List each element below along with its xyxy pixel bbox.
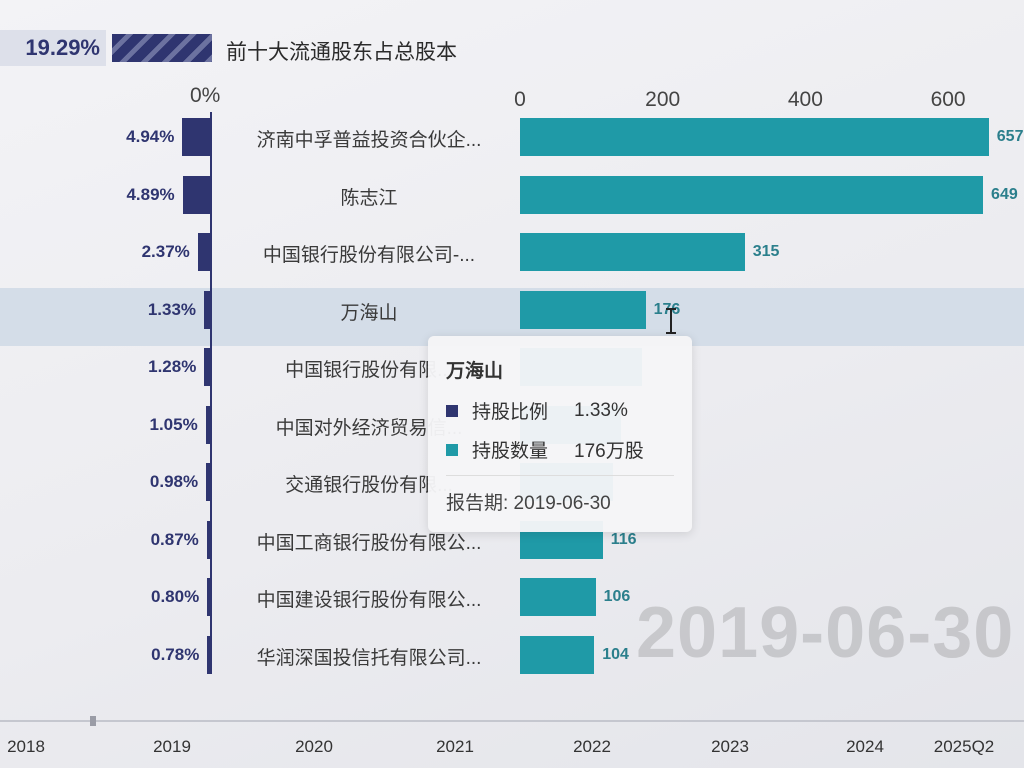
- timeline-year-2024[interactable]: 2024: [846, 737, 884, 756]
- qty-bar: [520, 175, 984, 214]
- tooltip-value: 176万股: [574, 441, 644, 462]
- text-cursor-icon: [666, 308, 676, 334]
- total-percentage-bar: [112, 34, 212, 62]
- shareholder-name: 交通银行股份有限...: [285, 475, 453, 496]
- pct-label: 0.78%: [151, 644, 200, 664]
- pct-bar: [204, 290, 212, 329]
- tooltip-divider: [446, 475, 674, 476]
- qty-bar: [520, 578, 596, 616]
- period-watermark: 2019-06-30: [636, 593, 1015, 673]
- tooltip-row-pct: 持股比例 1.33%: [446, 397, 674, 424]
- pct-bar: [206, 520, 212, 559]
- qty-label: 649: [991, 185, 1018, 203]
- qty-label: 315: [752, 243, 780, 260]
- pct-label: 4.89%: [126, 184, 175, 204]
- pct-bar: [204, 348, 212, 386]
- shareholder-name: 济南中孚普益投资合伙企...: [256, 130, 482, 151]
- shareholder-name: 华润深国投信托有限公司...: [256, 647, 482, 669]
- tooltip-key: 持股数量: [472, 441, 549, 462]
- total-percentage: 19.29%: [0, 30, 106, 66]
- timeline-year-2019[interactable]: 2019: [153, 737, 191, 756]
- qty-label: 106: [603, 588, 631, 605]
- qty-bar: [520, 118, 989, 156]
- qty-tick-label: 600: [930, 88, 966, 111]
- qty-bar: [520, 233, 745, 271]
- shareholder-name: 中国工商银行股份有限公...: [256, 532, 482, 554]
- shareholder-name: 中国银行股份有限公司-...: [262, 245, 476, 266]
- qty-tick-label: 200: [645, 88, 681, 111]
- pct-label: 0.98%: [149, 472, 199, 491]
- pct-label: 0.80%: [150, 587, 200, 606]
- tooltip-swatch-qty: [446, 443, 458, 456]
- qty-label: 104: [602, 645, 629, 663]
- pct-label: 1.05%: [149, 414, 198, 434]
- shareholder-name: 陈志江: [340, 187, 398, 209]
- qty-bar: [520, 635, 595, 674]
- tooltip-value: 1.33%: [574, 399, 628, 421]
- timeline-handle[interactable]: [90, 716, 96, 726]
- pct-bar: [197, 233, 212, 271]
- qty-tick-label: 0: [514, 88, 526, 111]
- timeline-year-2023[interactable]: 2023: [711, 737, 749, 756]
- pct-bar: [182, 175, 212, 214]
- pct-bar: [207, 578, 212, 616]
- timeline-year-2018[interactable]: 2018: [7, 737, 45, 756]
- timeline-year-2021[interactable]: 2021: [436, 737, 474, 756]
- pct-axis-line: [210, 112, 212, 674]
- pct-bar: [205, 405, 212, 444]
- pct-bar: [206, 463, 212, 501]
- qty-label: 116: [610, 530, 637, 548]
- pct-label: 4.94%: [126, 127, 175, 146]
- qty-label: 657: [996, 128, 1024, 145]
- pct-label: 1.28%: [148, 357, 197, 376]
- tooltip-key: 持股比例: [472, 402, 549, 423]
- tooltip-row-qty: 持股数量 176万股: [446, 436, 674, 463]
- timeline-year-2025Q2[interactable]: 2025Q2: [933, 737, 995, 756]
- timeline-track[interactable]: [0, 720, 1024, 722]
- pct-bar: [182, 118, 212, 156]
- tooltip-swatch-pct: [446, 404, 458, 417]
- pct-label: 2.37%: [141, 242, 190, 261]
- tooltip: 万海山 持股比例 1.33% 持股数量 176万股 报告期: 2019-06-3…: [428, 336, 692, 532]
- shareholder-name: 万海山: [340, 302, 398, 324]
- timeline-year-2022[interactable]: 2022: [573, 737, 611, 756]
- chart-title: 前十大流通股东占总股本: [226, 41, 457, 64]
- shareholder-name: 中国建设银行股份有限公...: [256, 590, 482, 611]
- pct-label: 0.87%: [150, 529, 199, 549]
- qty-tick-label: 400: [787, 88, 823, 111]
- shareholder-name: 中国银行股份有限...: [285, 360, 453, 381]
- pct-label: 1.33%: [147, 299, 197, 319]
- timeline-year-2020[interactable]: 2020: [295, 737, 333, 756]
- pct-axis-zero-label: 0%: [190, 84, 221, 107]
- tooltip-period: 报告期: 2019-06-30: [446, 493, 611, 514]
- pct-bar: [207, 635, 212, 674]
- shareholder-name: 中国对外经济贸易信...: [275, 417, 463, 439]
- tooltip-title: 万海山: [446, 361, 504, 382]
- qty-bar: [520, 290, 646, 329]
